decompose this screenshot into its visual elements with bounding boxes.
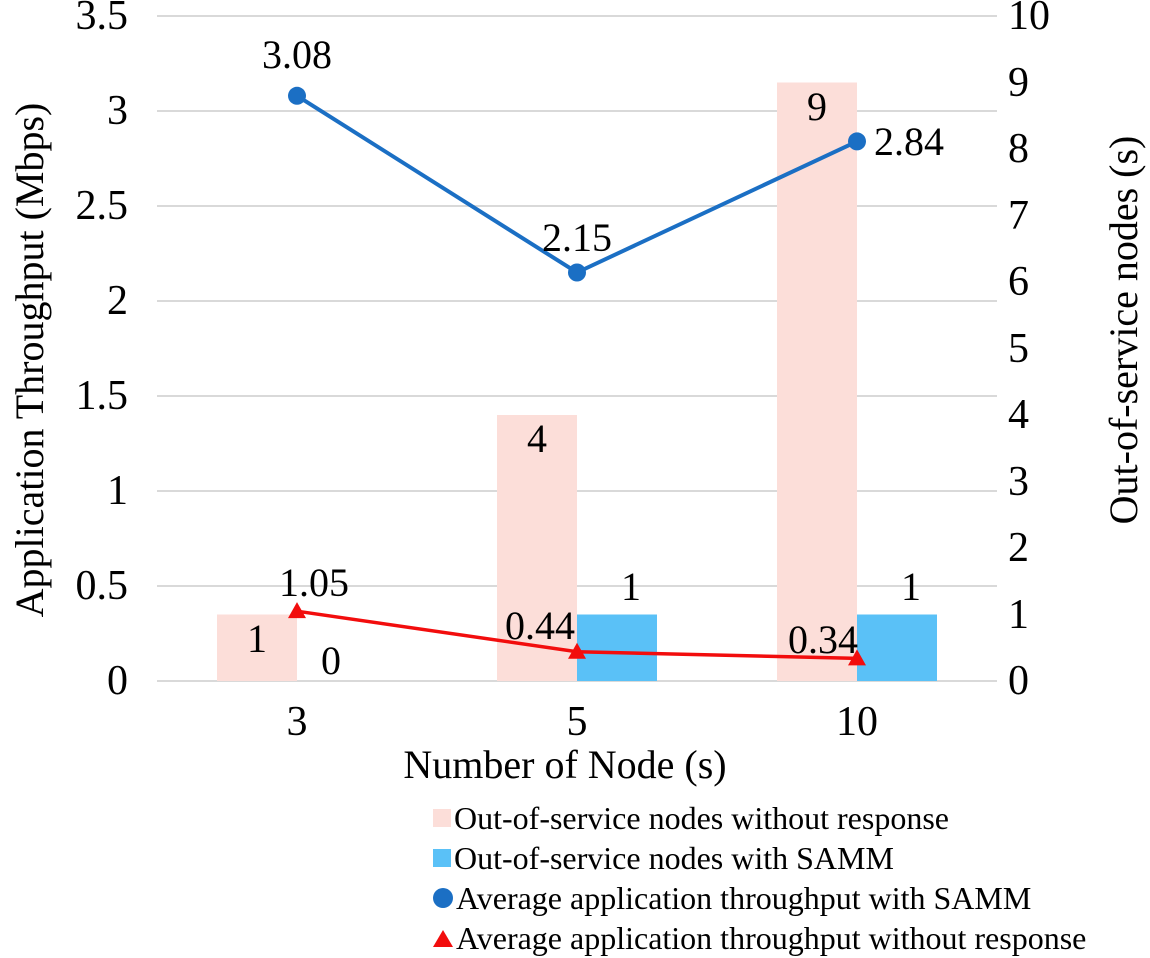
blue-circle-marker-icon	[433, 888, 453, 908]
red-triangle-marker-icon	[433, 929, 453, 947]
bar-data-label: 1	[901, 563, 921, 609]
legend-item-throughput-without-response: Average application throughput without r…	[433, 918, 1086, 958]
bar-data-label: 0	[321, 638, 341, 683]
left-axis-tick-label: 2	[107, 278, 128, 324]
right-axis-tick-label: 4	[1008, 392, 1029, 438]
right-axis-tick-label: 5	[1008, 325, 1029, 372]
line-data-label: 0.34	[788, 617, 858, 663]
left-axis-tick-label: 0	[107, 658, 128, 704]
right-axis-tick-label: 6	[1008, 259, 1029, 305]
right-axis-tick-label: 1	[1008, 591, 1029, 638]
legend: Out-of-service nodes without response Ou…	[433, 798, 1086, 958]
right-axis-tick-label: 2	[1008, 525, 1029, 571]
right-axis-title: Out-of-service nodes (s)	[1101, 135, 1146, 525]
legend-item-out-of-service-with-samm: Out-of-service nodes with SAMM	[433, 838, 1086, 878]
left-axis-title: Application Throughput (Mbps)	[7, 102, 52, 618]
legend-label: Out-of-service nodes with SAMM	[454, 840, 894, 876]
line-data-label: 0.44	[505, 602, 575, 648]
x-axis-tick-label: 5	[566, 699, 588, 745]
left-axis-tick-label: 0.5	[75, 563, 129, 609]
x-axis-tick-label: 3	[286, 699, 308, 745]
left-axis-tick-label: 1	[107, 468, 128, 514]
line-data-label: 2.84	[874, 119, 944, 165]
left-axis-tick-label: 1.5	[75, 373, 129, 419]
right-axis-tick-label: 7	[1008, 192, 1029, 239]
pink-bar-swatch-icon	[433, 809, 451, 827]
left-axis-tick-label: 3.5	[75, 0, 129, 39]
line-data-label: 3.08	[262, 31, 332, 77]
bar-data-label: 9	[807, 83, 827, 129]
line-data-label: 1.05	[279, 560, 349, 606]
right-axis-tick-label: 3	[1008, 458, 1029, 505]
legend-item-out-of-service-without-response: Out-of-service nodes without response	[433, 798, 1086, 838]
bar-data-label: 4	[527, 416, 547, 461]
x-axis-tick-label: 10	[836, 699, 878, 745]
left-axis-tick-label: 3	[107, 88, 128, 134]
right-axis-tick-label: 8	[1008, 126, 1029, 172]
bar-data-label: 1	[247, 615, 267, 661]
x-axis-title: Number of Node (s)	[403, 742, 727, 787]
bar-data-label: 1	[621, 563, 641, 609]
right-axis-tick-label: 9	[1008, 59, 1029, 106]
left-axis-tick-label: 2.5	[75, 183, 129, 229]
legend-label: Average application throughput without r…	[456, 920, 1087, 956]
legend-item-throughput-with-samm: Average application throughput with SAMM	[433, 878, 1086, 918]
legend-label: Out-of-service nodes without response	[454, 800, 949, 836]
right-axis-tick-label: 10	[1008, 0, 1050, 39]
right-axis-tick-label: 0	[1008, 658, 1029, 704]
line-data-label: 2.15	[542, 214, 612, 260]
blue-bar-swatch-icon	[433, 849, 451, 867]
legend-label: Average application throughput with SAMM	[456, 880, 1032, 916]
